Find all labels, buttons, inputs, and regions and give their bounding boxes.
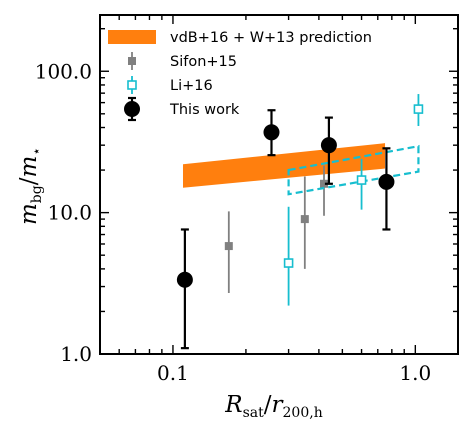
legend-item-li16: Li+16 bbox=[127, 76, 213, 94]
legend-label: Li+16 bbox=[170, 78, 213, 94]
li16-band-outline bbox=[287, 144, 420, 196]
series-sifon-15 bbox=[224, 165, 329, 294]
y-axis-title: mbg/m⋆ bbox=[16, 147, 45, 225]
data-point bbox=[283, 258, 294, 268]
legend-item-prediction: vdB+16 + W+13 prediction bbox=[108, 30, 372, 46]
data-point bbox=[320, 137, 337, 154]
data-point bbox=[320, 179, 329, 188]
series-li-16 bbox=[283, 94, 424, 306]
data-point bbox=[300, 215, 309, 224]
data-point bbox=[378, 173, 395, 190]
axes: 0.1 1.0 1.0 10.0 100.0 bbox=[35, 14, 459, 385]
legend-swatch bbox=[108, 30, 156, 44]
legend-item-this-work: This work bbox=[124, 96, 240, 122]
data-point bbox=[413, 104, 424, 114]
series-this-work bbox=[176, 109, 395, 350]
legend-item-sifon15: Sifon+15 bbox=[128, 52, 237, 70]
x-axis-title: Rsat/r200,h bbox=[224, 392, 322, 421]
y-tick-label: 100.0 bbox=[35, 59, 92, 83]
legend-marker bbox=[124, 101, 140, 117]
x-tick-label: 0.1 bbox=[157, 361, 189, 385]
legend: vdB+16 + W+13 prediction Sifon+15 Li+16 Thi… bbox=[108, 30, 372, 122]
legend-label: Sifon+15 bbox=[170, 54, 237, 70]
data-point bbox=[263, 124, 280, 141]
data-point bbox=[176, 271, 193, 288]
prediction-band bbox=[182, 143, 386, 188]
y-tick-label: 1.0 bbox=[60, 342, 92, 366]
x-tick-label: 1.0 bbox=[399, 361, 431, 385]
legend-label: vdB+16 + W+13 prediction bbox=[170, 30, 372, 46]
y-tick-label: 10.0 bbox=[47, 201, 92, 225]
data-point bbox=[224, 242, 233, 251]
plot-frame bbox=[99, 14, 459, 355]
legend-label: This work bbox=[169, 102, 240, 118]
data-point bbox=[356, 175, 367, 185]
plot-area bbox=[176, 94, 424, 350]
legend-marker bbox=[128, 57, 136, 65]
legend-marker bbox=[127, 80, 137, 90]
